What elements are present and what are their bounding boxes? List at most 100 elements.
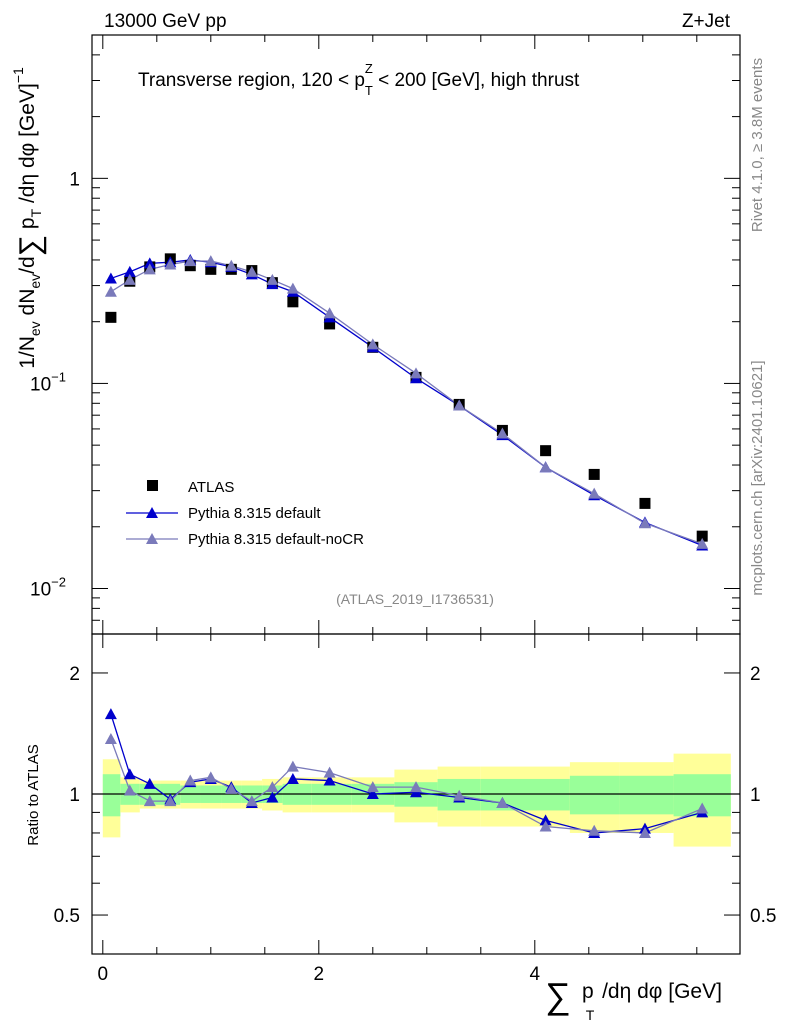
legend-marker-nocr bbox=[146, 533, 158, 544]
plot-title: Transverse region, 120 < pZ T < 200 [GeV]… bbox=[138, 61, 580, 98]
main-y-axis-label-text: 1/Nev dNev/d∑ pT /dη dφ [GeV]−1 bbox=[10, 67, 47, 369]
ratio-y-tick-label: 2 bbox=[69, 664, 80, 685]
title-sup: Z bbox=[365, 61, 373, 76]
series-line-nocr bbox=[110, 260, 703, 545]
ratio-y-tick-label-right: 0.5 bbox=[750, 906, 776, 927]
ratio-point-nocr bbox=[539, 820, 552, 832]
axes-ticks: 0 2 4 1 10−1 10−2 2 2 1 1 0.5 0.5 bbox=[30, 34, 776, 985]
main-y-axis-label: 1/Nev dNev/d∑ pT /dη dφ [GeV]−1 bbox=[10, 67, 47, 369]
rivet-label: Rivet 4.1.0, ≥ 3.8M events bbox=[749, 58, 766, 232]
atlas-data-point bbox=[205, 263, 217, 275]
atlas-data-point bbox=[639, 497, 651, 509]
ratio-point-default bbox=[266, 791, 279, 803]
legend-label-default: Pythia 8.315 default bbox=[188, 505, 321, 522]
ratio-y-tick-label-right: 1 bbox=[750, 785, 761, 806]
band-inner bbox=[619, 775, 674, 815]
ratio-point-nocr bbox=[184, 774, 197, 786]
series-point-nocr bbox=[204, 255, 217, 267]
ratio-plot-frame bbox=[91, 633, 741, 955]
atlas-data-point bbox=[105, 311, 117, 323]
main-y-tick-label: 1 bbox=[69, 169, 80, 190]
series-point-nocr bbox=[164, 258, 177, 270]
series-point-default bbox=[104, 272, 117, 284]
ratio-uncertainty-bands bbox=[92, 753, 740, 847]
ratio-point-nocr bbox=[366, 781, 379, 793]
series-point-nocr bbox=[123, 273, 136, 285]
ratio-point-nocr bbox=[266, 781, 279, 793]
ratio-point-nocr bbox=[638, 826, 651, 838]
ratio-point-default bbox=[539, 814, 552, 826]
title-prefix: Transverse region, 120 < p bbox=[138, 70, 365, 91]
ratio-point-nocr bbox=[143, 795, 156, 807]
ratio-point-nocr bbox=[410, 781, 422, 793]
ratio-point-default bbox=[286, 772, 299, 784]
main-y-tick-label: 10−1 bbox=[30, 369, 66, 395]
series-point-nocr bbox=[245, 265, 258, 277]
atlas-data-point bbox=[696, 530, 708, 542]
series-point-nocr bbox=[539, 461, 552, 473]
series-point-nocr bbox=[638, 517, 651, 529]
ratio-point-default bbox=[366, 788, 379, 799]
legend-label-nocr: Pythia 8.315 default-noCR bbox=[188, 531, 364, 548]
band-inner bbox=[569, 775, 620, 815]
main-y-tick-label: 10−2 bbox=[30, 575, 66, 601]
series-point-nocr bbox=[104, 285, 117, 297]
analysis-watermark: (ATLAS_2019_I1736531) bbox=[336, 591, 494, 607]
legend-marker-default bbox=[146, 507, 158, 518]
mcplots-label: mcplots.cern.ch [arXiv:2401.10621] bbox=[749, 360, 766, 595]
title-sub: T bbox=[365, 83, 373, 98]
ratio-y-tick-label: 0.5 bbox=[54, 906, 80, 927]
ratio-point-default bbox=[143, 777, 156, 789]
legend: ATLAS Pythia 8.315 default Pythia 8.315 … bbox=[126, 479, 364, 548]
ratio-y-tick-label: 1 bbox=[69, 785, 80, 806]
ratio-point-nocr bbox=[286, 760, 299, 772]
ratio-point-nocr bbox=[588, 824, 601, 836]
ratio-point-default bbox=[323, 774, 336, 786]
ratio-y-axis-label: Ratio to ATLAS bbox=[25, 744, 42, 845]
x-tick-label: 4 bbox=[530, 964, 541, 985]
series-point-nocr bbox=[588, 487, 601, 499]
ratio-point-nocr bbox=[453, 789, 466, 801]
series-point-nocr bbox=[143, 263, 156, 275]
band-inner bbox=[102, 774, 121, 817]
x-tick-label: 2 bbox=[314, 964, 325, 985]
energy-label: 13000 GeV pp bbox=[104, 11, 227, 32]
series-point-default bbox=[123, 265, 136, 277]
title-suffix: < 200 [GeV], high thrust bbox=[373, 70, 580, 91]
ratio-point-nocr bbox=[696, 802, 709, 814]
series-point-nocr bbox=[496, 427, 509, 439]
ratio-y-tick-label-right: 2 bbox=[750, 664, 761, 685]
series-point-nocr bbox=[366, 338, 379, 350]
ratio-point-nocr bbox=[104, 733, 117, 745]
process-label: Z+Jet bbox=[682, 11, 731, 32]
ratio-point-nocr bbox=[164, 795, 177, 807]
ratio-point-default bbox=[104, 708, 117, 720]
ratio-point-nocr bbox=[225, 782, 238, 794]
ratio-point-nocr bbox=[123, 784, 136, 796]
ratio-point-nocr bbox=[245, 795, 258, 807]
atlas-data-point bbox=[588, 468, 600, 480]
series-point-nocr bbox=[266, 273, 279, 285]
series-point-nocr bbox=[225, 259, 238, 271]
ratio-point-nocr bbox=[323, 766, 336, 778]
legend-marker-atlas bbox=[147, 480, 158, 491]
series-point-nocr bbox=[286, 282, 299, 294]
series-point-nocr bbox=[410, 367, 422, 379]
series-point-nocr bbox=[453, 399, 466, 411]
band-inner bbox=[524, 778, 570, 811]
chart-series bbox=[104, 253, 709, 838]
atlas-data-point bbox=[324, 318, 336, 330]
series-point-nocr bbox=[184, 255, 197, 267]
atlas-data-point bbox=[287, 296, 299, 308]
series-point-nocr bbox=[323, 307, 336, 319]
series-line-default bbox=[110, 259, 703, 547]
series-point-default bbox=[143, 257, 156, 269]
legend-label-atlas: ATLAS bbox=[188, 479, 234, 496]
ratio-point-default bbox=[123, 768, 136, 780]
x-tick-label: 0 bbox=[98, 964, 109, 985]
ratio-point-nocr bbox=[204, 771, 217, 783]
atlas-data-point bbox=[540, 445, 552, 457]
